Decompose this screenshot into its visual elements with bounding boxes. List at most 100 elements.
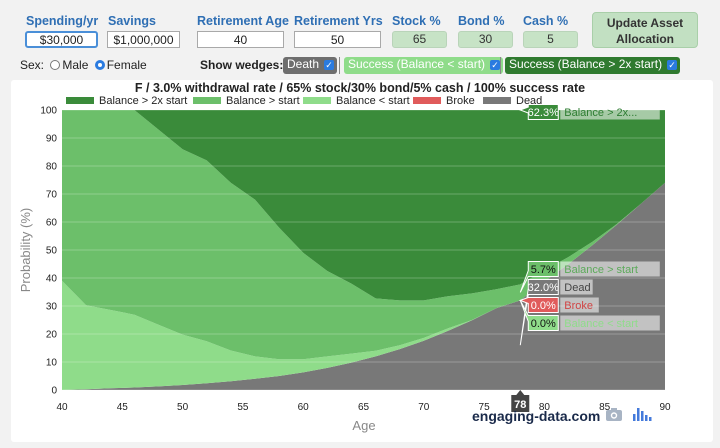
- y-tick-label: 0: [51, 386, 57, 397]
- male-radio[interactable]: [50, 60, 61, 70]
- hover-name: Balance > start: [564, 264, 638, 276]
- stock-pct-input[interactable]: 65: [392, 31, 447, 48]
- cash-pct-input[interactable]: 5: [523, 31, 578, 48]
- update-asset-allocation-button[interactable]: Update Asset Allocation: [592, 12, 698, 48]
- hover-value: 0.0%: [531, 318, 556, 330]
- area-balance-2x-start: [62, 110, 665, 301]
- hover-name-box: [560, 297, 599, 313]
- y-tick-label: 60: [46, 218, 58, 229]
- x-tick-label: 65: [358, 402, 370, 413]
- sex-label: Sex:: [20, 58, 45, 72]
- y-tick-label: 40: [46, 274, 58, 285]
- retirement-yrs-input[interactable]: [294, 31, 381, 48]
- x-tick-label: 60: [298, 402, 310, 413]
- chart-areas: [62, 110, 665, 390]
- hover-label-bubble: [518, 104, 559, 120]
- cash-pct-label: Cash %: [523, 14, 569, 28]
- legend-swatch: [413, 97, 441, 104]
- checkmark-icon: ✓: [667, 60, 678, 70]
- hover-label-balance-2x-start: 62.3% Balance > 2x...: [518, 104, 660, 120]
- brand-watermark: engaging-data.com: [472, 408, 601, 424]
- hover-cursor: 78: [511, 390, 530, 412]
- retirement-age-input[interactable]: [197, 31, 284, 48]
- hover-name: Dead: [564, 282, 590, 294]
- x-tick-label: 85: [599, 402, 611, 413]
- x-tick-label: 80: [539, 402, 551, 413]
- checkmark-icon: ✓: [324, 60, 335, 70]
- success-lt-wedge-toggle[interactable]: Success (Balance < start) ✓: [344, 57, 504, 74]
- y-tick-label: 50: [46, 246, 58, 257]
- hover-name-box: [560, 315, 660, 331]
- hover-name: Broke: [564, 300, 593, 312]
- cursor-age-box: [511, 395, 530, 412]
- success-gt-wedge-toggle[interactable]: Success (Balance > 2x start) ✓: [505, 57, 681, 74]
- legend-label: Balance > 2x start: [99, 95, 187, 107]
- wedge-divider: [500, 57, 501, 74]
- spending-label: Spending/yr: [26, 14, 99, 28]
- hover-label-broke: 0.0% Broke: [518, 297, 599, 313]
- legend-label: Broke: [446, 95, 475, 107]
- x-axis: 40 45 50 55 60 65 70 75 80 85 90: [56, 402, 671, 413]
- female-label: Female: [106, 58, 147, 72]
- x-axis-title: Age: [352, 418, 375, 433]
- retirement-yrs-label: Retirement Yrs: [294, 14, 383, 28]
- hover-name: Balance > 2x...: [564, 107, 637, 119]
- x-tick-label: 55: [237, 402, 249, 413]
- success-lt-wedge-label: Success (Balance < start): [348, 57, 486, 71]
- hover-name: Balance < start: [564, 318, 638, 330]
- success-gt-wedge-label: Success (Balance > 2x start): [509, 57, 663, 71]
- hover-name-box: [560, 104, 660, 120]
- area-balance-start: [62, 182, 665, 390]
- savings-label: Savings: [108, 14, 156, 28]
- camera-icon[interactable]: [605, 406, 623, 422]
- hover-label-balance-start: 0.0% Balance < start: [519, 300, 660, 331]
- wedge-divider: [339, 57, 340, 74]
- cursor-age-pointer: [516, 390, 525, 395]
- chart-legend: Balance > 2x start Balance > start Balance…: [66, 95, 542, 107]
- y-tick-label: 30: [46, 302, 58, 313]
- x-tick-label: 90: [659, 402, 671, 413]
- legend-label: Balance > start: [226, 95, 300, 107]
- area-balance-start: [62, 110, 665, 360]
- y-axis: 0 10 20 30 40 50 60 70 80 90 100: [40, 106, 57, 397]
- hover-label-bubble: [519, 279, 559, 346]
- chart-title: F / 3.0% withdrawal rate / 65% stock/30%…: [135, 81, 585, 95]
- hover-value: 5.7%: [531, 264, 556, 276]
- savings-input[interactable]: [107, 31, 180, 48]
- x-tick-label: 40: [56, 402, 68, 413]
- hover-name-box: [560, 261, 660, 277]
- bond-pct-label: Bond %: [458, 14, 505, 28]
- legend-swatch: [66, 97, 94, 104]
- death-wedge-label: Death: [287, 57, 320, 71]
- y-tick-label: 100: [40, 106, 57, 117]
- hover-name-box: [560, 279, 593, 295]
- x-tick-label: 70: [418, 402, 430, 413]
- retirement-age-label: Retirement Age: [197, 14, 289, 28]
- legend-swatch: [303, 97, 331, 104]
- area-dead: [62, 182, 665, 390]
- sex-selector: Sex: Male Female: [20, 58, 147, 72]
- x-tick-label: 50: [177, 402, 189, 413]
- female-radio[interactable]: [94, 60, 105, 70]
- y-tick-label: 20: [46, 330, 58, 341]
- update-button-line1: Update Asset: [606, 16, 684, 30]
- x-tick-label: 45: [117, 402, 129, 413]
- y-tick-label: 80: [46, 162, 58, 173]
- legend-label: Balance < start: [336, 95, 410, 107]
- y-tick-label: 70: [46, 190, 58, 201]
- y-tick-label: 10: [46, 358, 58, 369]
- stock-pct-label: Stock %: [392, 14, 441, 28]
- plotly-bars-icon[interactable]: [632, 405, 654, 422]
- spending-input[interactable]: [25, 31, 98, 48]
- update-button-line2: Allocation: [615, 32, 674, 46]
- legend-swatch: [483, 97, 511, 104]
- hover-label-bubble: [518, 297, 559, 313]
- death-wedge-toggle[interactable]: Death ✓: [283, 57, 338, 74]
- hover-value: 0.0%: [531, 300, 556, 312]
- bond-pct-input[interactable]: 30: [458, 31, 513, 48]
- x-tick-label: 75: [479, 402, 491, 413]
- male-label: Male: [62, 58, 89, 72]
- hover-label-bubble: [519, 300, 559, 331]
